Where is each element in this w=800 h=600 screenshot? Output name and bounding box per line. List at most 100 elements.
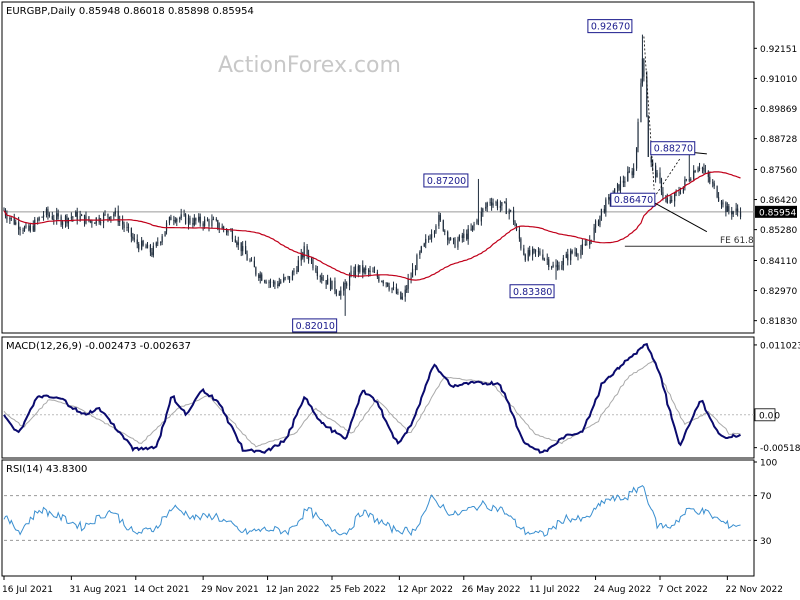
candle-body [348, 275, 351, 286]
x-tick-label: 12 Jan 2022 [266, 585, 320, 595]
annotation-label: 0.92670 [587, 19, 633, 34]
candle-body [627, 171, 629, 182]
candle-body [132, 236, 134, 239]
candle-body [716, 186, 718, 198]
candle-body [556, 265, 559, 268]
price-y-tick-label: 0.86420 [760, 196, 797, 206]
candle-body [635, 147, 638, 169]
candle-body [726, 206, 728, 212]
candle-body [685, 179, 687, 181]
rsi-panel-frame [1, 459, 755, 577]
macd-series-layer: 0.0 [3, 342, 776, 454]
candle-body [504, 202, 506, 203]
candle-body [600, 208, 603, 216]
candle-body [473, 223, 475, 226]
candle-body [127, 227, 130, 228]
candle-body [117, 210, 119, 223]
candle-body [189, 217, 191, 224]
candle-body [249, 260, 251, 262]
candle-body [605, 199, 607, 213]
candle-body [518, 229, 521, 239]
candle-body [586, 244, 588, 246]
candle-body [9, 218, 11, 220]
candle-body [387, 282, 389, 287]
candle-body [42, 214, 45, 217]
candle-body [343, 283, 345, 291]
annotation-label: 0.83380 [509, 284, 555, 299]
candle-body [505, 202, 507, 214]
annotation-text: 0.88270 [654, 144, 693, 155]
candle-body [195, 218, 197, 221]
candle-body [646, 76, 648, 117]
candle-body [234, 239, 236, 243]
candle-body [362, 265, 364, 273]
candle-body [662, 192, 664, 197]
candle-body [438, 214, 440, 226]
rsi-line [3, 484, 741, 537]
candle-body [353, 270, 355, 276]
x-tick-label: 11 Jul 2022 [529, 585, 580, 595]
x-tick-label: 12 Apr 2022 [397, 585, 453, 595]
candle-body [713, 183, 715, 187]
annotation-layer: 0.92670 0.88270 0.87200 0.86470 0.83380 0.820… [292, 19, 696, 333]
candle-body [334, 280, 336, 291]
candle-body [284, 277, 286, 279]
price-panel-frame [1, 1, 755, 334]
candle-body [731, 211, 733, 215]
candle-body [94, 223, 96, 224]
candle-body [61, 222, 64, 225]
annotation-box [509, 284, 555, 299]
annotation-text: 0.86470 [614, 195, 653, 206]
candle-body [590, 239, 592, 241]
candle-body [6, 215, 8, 220]
candle-body [302, 253, 304, 258]
candle-body [694, 170, 696, 173]
candle-body [57, 213, 59, 217]
candle-body [410, 277, 412, 280]
candle-body [123, 224, 125, 228]
macd-panel-frame [1, 336, 755, 459]
candle-body [335, 290, 337, 294]
price-y-tick-label: 0.92151 [760, 45, 797, 55]
candle-body [155, 242, 157, 246]
candle-body [34, 219, 36, 231]
candle-body [561, 264, 563, 270]
x-tick-label: 29 Nov 2021 [201, 585, 259, 595]
candle-body [512, 210, 515, 222]
candle-body [580, 249, 582, 256]
candle-body [463, 233, 465, 239]
candle-body [145, 245, 147, 249]
candle-body [242, 246, 244, 252]
candle-body [236, 242, 238, 245]
candle-body [533, 249, 535, 250]
candle-body [652, 162, 654, 166]
candle-body [212, 219, 214, 220]
candle-body [647, 116, 649, 157]
candle-body [618, 184, 620, 191]
candle-body [350, 270, 352, 276]
candle-body [395, 287, 398, 294]
candle-body [199, 216, 201, 224]
candle-body [698, 167, 701, 169]
candle-body [486, 202, 488, 207]
candle-body [114, 210, 116, 215]
candle-body [520, 238, 522, 249]
x-tick-label: 22 Nov 2022 [725, 585, 783, 595]
price-y-tick-label: 0.82970 [760, 287, 797, 297]
candle-body [29, 225, 31, 231]
candle-body [258, 274, 260, 279]
candle-body [388, 286, 390, 290]
candle-body [616, 184, 619, 189]
candle-body [641, 58, 644, 84]
candle-body [221, 226, 223, 229]
x-tick-label: 14 Oct 2021 [134, 585, 190, 595]
candle-body [548, 259, 550, 267]
candle-body [253, 260, 255, 268]
candle-body [435, 225, 437, 232]
x-tick-label: 7 Oct 2022 [658, 585, 708, 595]
macd-signal-line [3, 360, 741, 448]
current-price-tag-box [755, 205, 797, 218]
candle-body [495, 202, 497, 204]
candle-body [88, 216, 90, 221]
candle-body [303, 246, 305, 258]
